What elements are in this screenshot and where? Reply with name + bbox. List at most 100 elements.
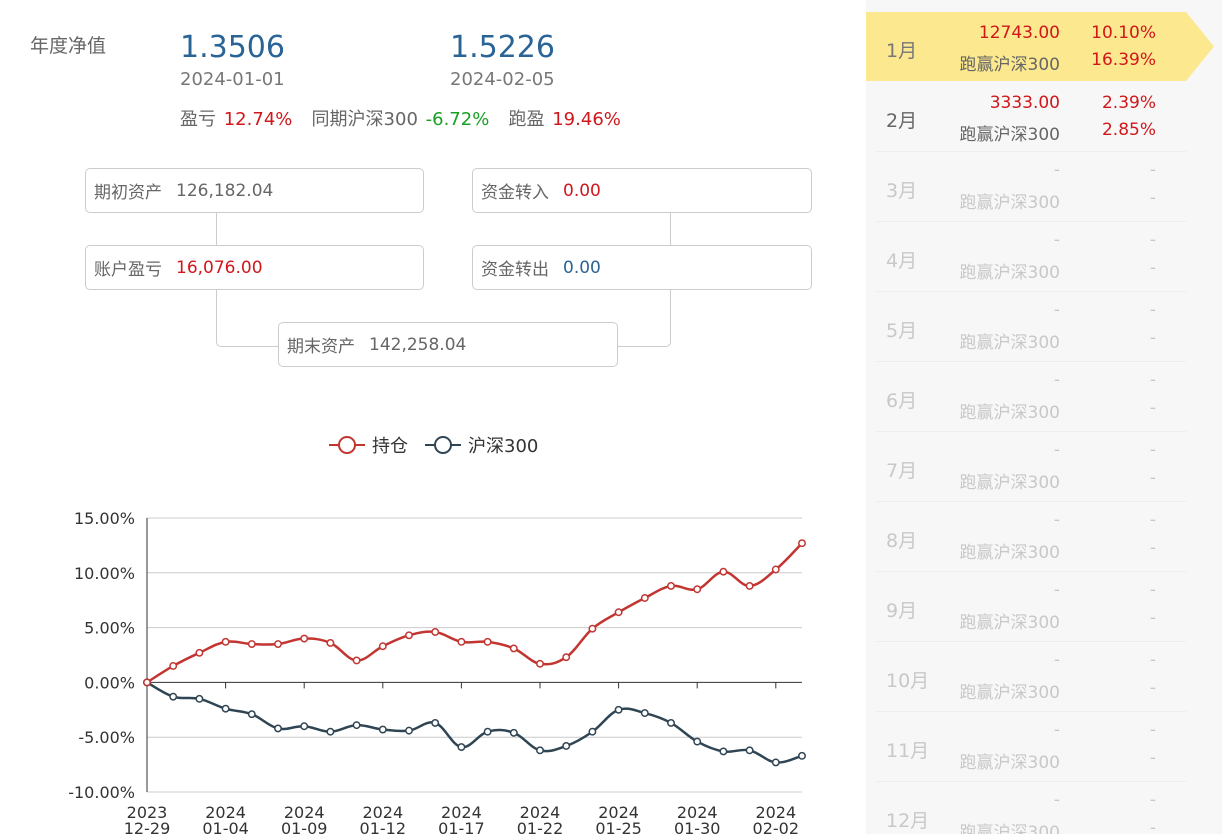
month-name: 5月 <box>886 320 918 342</box>
month-bench-label: 跑赢沪深300 <box>959 193 1060 213</box>
funds-out-box: 资金转出 0.00 <box>472 245 812 290</box>
month-row[interactable]: 2月 3333.00 2.39% 跑赢沪深300 2.85% <box>866 82 1222 152</box>
x-tick-label-year: 2024 <box>755 803 796 822</box>
month-name: 10月 <box>886 670 930 692</box>
x-tick-label-year: 2024 <box>284 803 325 822</box>
month-return: - <box>1149 650 1156 670</box>
month-value: - <box>1053 370 1060 390</box>
legend-item-csi300[interactable]: 沪深300 <box>424 432 538 458</box>
x-tick-label-date: 01-12 <box>360 819 407 834</box>
x-tick-label-date: 01-04 <box>202 819 249 834</box>
data-point <box>640 709 649 718</box>
y-tick-label: 5.00% <box>84 619 135 638</box>
month-value: - <box>1053 300 1060 320</box>
data-point <box>745 582 754 590</box>
data-point <box>745 746 754 755</box>
series-line-csi300 <box>146 681 803 764</box>
x-tick-label-year: 2024 <box>520 803 561 822</box>
x-tick-label-year: 2023 <box>127 803 168 822</box>
month-bench-value: - <box>1149 818 1156 834</box>
legend-line-marker-icon <box>425 436 461 454</box>
x-tick-label-year: 2024 <box>205 803 246 822</box>
month-bench-label: 跑赢沪深300 <box>959 613 1060 633</box>
connector-line <box>216 213 217 245</box>
month-row[interactable]: 6月 - - 跑赢沪深300 - <box>866 362 1222 432</box>
data-point <box>195 694 204 703</box>
nav-end-value: 1.5226 <box>450 30 555 65</box>
month-return: - <box>1149 440 1156 460</box>
x-tick-label-year: 2024 <box>677 803 718 822</box>
annual-nav-title: 年度净值 <box>30 35 107 57</box>
month-return: 2.39% <box>1101 93 1156 113</box>
legend-line-marker-icon <box>329 436 365 454</box>
connector-line <box>617 290 671 347</box>
legend-label-holding: 持仓 <box>372 436 408 457</box>
data-point <box>326 727 335 736</box>
month-row[interactable]: 4月 - - 跑赢沪深300 - <box>866 222 1222 292</box>
data-point <box>693 737 702 746</box>
nav-end-date: 2024-02-05 <box>450 69 555 90</box>
data-point <box>719 567 728 576</box>
y-tick-label: 10.00% <box>74 564 135 583</box>
month-bench-label: 跑赢沪深300 <box>959 125 1060 145</box>
month-name: 2月 <box>886 110 918 132</box>
month-name: 12月 <box>886 810 930 832</box>
data-point <box>169 662 178 670</box>
data-point <box>352 721 361 730</box>
month-row[interactable]: 11月 - - 跑赢沪深300 - <box>866 712 1222 782</box>
performance-line-chart: 15.00% 10.00% 5.00% 0.00% -5.00% -10.00%20231… <box>68 509 806 834</box>
month-bench-label: 跑赢沪深300 <box>959 753 1060 773</box>
excess-value: 19.46% <box>552 109 621 130</box>
month-row[interactable]: 12月 - - 跑赢沪深300 - <box>866 782 1222 834</box>
row-divider <box>876 711 1186 712</box>
y-tick-label: 15.00% <box>74 509 135 528</box>
data-point <box>300 634 309 643</box>
month-row[interactable]: 7月 - - 跑赢沪深300 - <box>866 432 1222 502</box>
end-assets-value: 142,258.04 <box>369 334 467 355</box>
data-point <box>169 692 178 701</box>
end-assets-box: 期末资产 142,258.04 <box>278 322 618 367</box>
month-bench-label: 跑赢沪深300 <box>959 263 1060 283</box>
month-value: - <box>1053 230 1060 250</box>
month-bench-label: 跑赢沪深300 <box>959 543 1060 563</box>
data-point <box>588 727 597 736</box>
month-value: - <box>1053 790 1060 810</box>
account-pnl-box: 账户盈亏 16,076.00 <box>85 245 424 290</box>
month-bench-value: - <box>1149 188 1156 208</box>
nav-start-date: 2024-01-01 <box>180 69 285 90</box>
x-tick-label-date: 02-02 <box>753 819 800 834</box>
data-point <box>640 594 649 602</box>
month-bench-label: 跑赢沪深300 <box>959 333 1060 353</box>
data-point <box>326 638 335 647</box>
data-point <box>667 719 675 727</box>
legend-item-holding[interactable]: 持仓 <box>328 432 408 458</box>
month-row[interactable]: 1月 12743.00 10.10% 跑赢沪深300 16.39% <box>866 12 1222 82</box>
month-row[interactable]: 5月 - - 跑赢沪深300 - <box>866 292 1222 362</box>
data-point <box>693 585 702 594</box>
month-return: - <box>1149 720 1156 740</box>
month-row[interactable]: 9月 - - 跑赢沪深300 - <box>866 572 1222 642</box>
x-tick-label-date: 01-25 <box>595 819 642 834</box>
month-bench-label: 跑赢沪深300 <box>959 473 1060 493</box>
data-point <box>562 653 571 662</box>
month-row[interactable]: 8月 - - 跑赢沪深300 - <box>866 502 1222 572</box>
month-value: - <box>1053 650 1060 670</box>
month-bench-label: 跑赢沪深300 <box>959 823 1060 834</box>
funds-out-label: 资金转出 <box>481 260 549 280</box>
data-point <box>667 582 675 590</box>
data-point <box>247 710 256 719</box>
month-row[interactable]: 3月 - - 跑赢沪深300 - <box>866 152 1222 222</box>
month-bench-value: - <box>1149 258 1156 278</box>
summary-stats: 盈亏 12.74% 同期沪深300 -6.72% 跑盈 19.46% <box>180 105 623 131</box>
data-point <box>195 648 204 657</box>
data-point <box>405 726 413 735</box>
x-tick-label-date: 01-09 <box>281 819 328 834</box>
x-tick-label-date: 12-29 <box>124 819 171 834</box>
month-row[interactable]: 10月 - - 跑赢沪深300 - <box>866 642 1222 712</box>
data-point <box>431 719 440 727</box>
month-return: - <box>1149 790 1156 810</box>
data-point <box>798 751 806 760</box>
funds-in-label: 资金转入 <box>481 183 549 203</box>
data-point <box>483 637 492 646</box>
month-bench-value: 16.39% <box>1091 50 1156 70</box>
